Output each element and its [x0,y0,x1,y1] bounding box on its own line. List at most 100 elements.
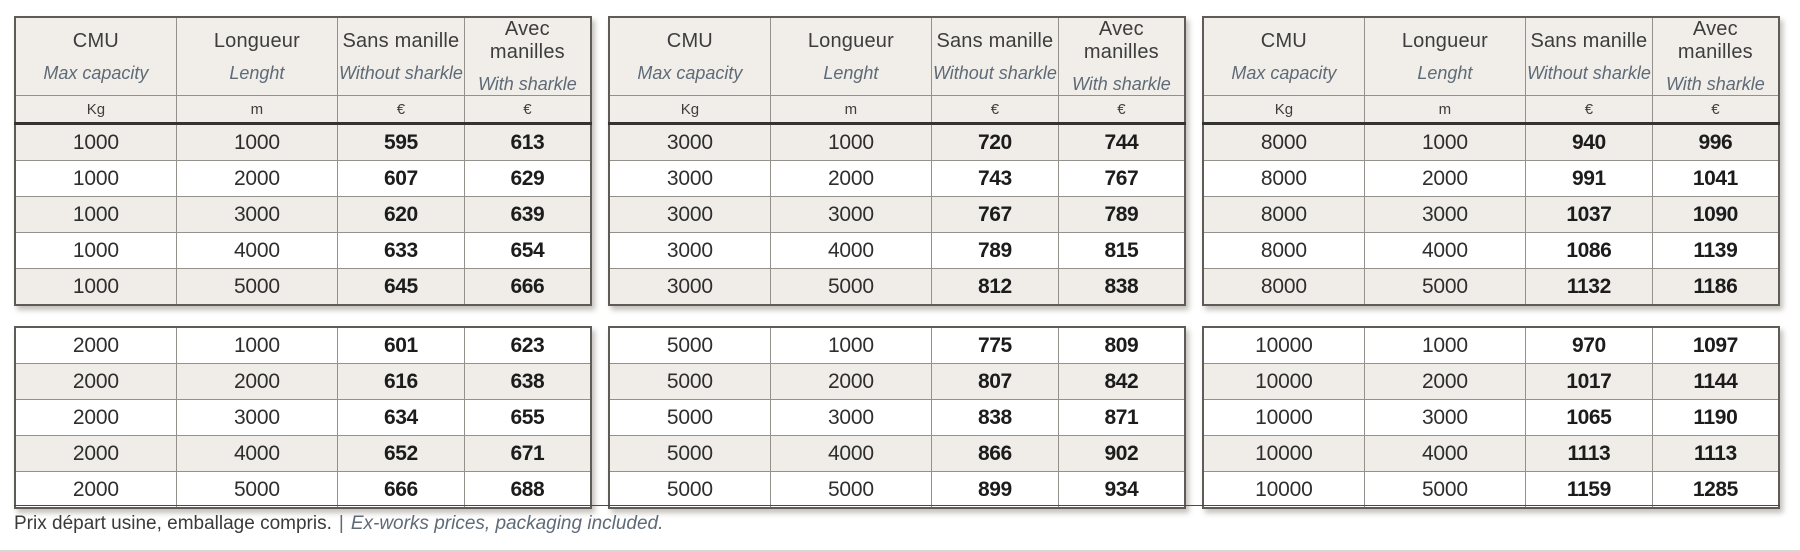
table-row: 10000 3000 1065 1190 [1202,399,1780,436]
cell-price-avec-manilles: 815 [1057,232,1186,269]
cell-price-avec-manilles: 744 [1057,123,1186,161]
column-header-avec-manilles: Avec manilles With sharkle [463,16,592,96]
cell-longueur: 3000 [769,399,933,436]
cell-cmu: 1000 [14,232,177,269]
cell-price-sans-manille: 633 [337,232,465,269]
table-row: 8000 4000 1086 1139 [1202,232,1780,269]
cell-price-sans-manille: 743 [931,160,1059,197]
cell-longueur: 3000 [769,196,933,233]
table-row: 10000 2000 1017 1144 [1202,363,1780,400]
cell-price-avec-manilles: 655 [463,399,592,436]
cell-longueur: 1000 [1363,123,1527,161]
cell-price-sans-manille: 1017 [1525,363,1653,400]
cell-price-sans-manille: 866 [931,435,1059,472]
price-tables-area: CMU Max capacity Longueur Lenght Sans manill… [14,16,1780,509]
column-header-avec-manilles: Avec manilles With sharkle [1651,16,1780,96]
table-row: 1000 5000 645 666 [14,268,592,306]
header-label-en: Lenght [229,62,285,83]
price-table-cmu-8000: CMU Max capacity Longueur Lenght Sans manill… [1202,16,1780,306]
cell-longueur: 5000 [1363,471,1527,509]
table-row: 5000 3000 838 871 [608,399,1186,436]
cell-price-sans-manille: 595 [337,123,465,161]
table-row: 3000 4000 789 815 [608,232,1186,269]
unit-sans-manille: € [1525,95,1653,125]
cell-longueur: 3000 [175,399,339,436]
cell-price-sans-manille: 616 [337,363,465,400]
cell-longueur: 2000 [769,363,933,400]
cell-longueur: 5000 [1363,268,1527,306]
price-table-cmu-10000: 10000 1000 970 1097 10000 2000 1017 1144 10000 30… [1202,326,1780,509]
cell-price-avec-manilles: 934 [1057,471,1186,509]
table-row: 2000 2000 616 638 [14,363,592,400]
header-label-fr: CMU [1260,29,1307,52]
header-label-en: With sharkle [1071,74,1171,94]
cell-longueur: 1000 [175,326,339,364]
cell-price-sans-manille: 899 [931,471,1059,509]
cell-cmu: 10000 [1202,399,1365,436]
unit-sans-manille: € [931,95,1059,125]
unit-avec-manilles: € [1651,95,1780,125]
header-label-en: Without sharkle [932,62,1057,83]
cell-price-avec-manilles: 688 [463,471,592,509]
cell-price-sans-manille: 775 [931,326,1059,364]
cell-longueur: 2000 [1363,363,1527,400]
cell-cmu: 10000 [1202,363,1365,400]
table-row: 2000 4000 652 671 [14,435,592,472]
header-label-fr: Sans manille [1530,29,1648,52]
cell-longueur: 3000 [175,196,339,233]
cell-price-sans-manille: 1086 [1525,232,1653,269]
cell-cmu: 10000 [1202,435,1365,472]
cell-price-sans-manille: 1065 [1525,399,1653,436]
cell-price-avec-manilles: 902 [1057,435,1186,472]
cell-longueur: 4000 [175,232,339,269]
table-row: 5000 5000 899 934 [608,471,1186,509]
cell-longueur: 2000 [769,160,933,197]
unit-sans-manille: € [337,95,465,125]
cell-price-avec-manilles: 1285 [1651,471,1780,509]
cell-price-sans-manille: 1132 [1525,268,1653,306]
cell-longueur: 2000 [175,363,339,400]
header-label-fr: Avec manilles [1083,18,1159,63]
cell-price-sans-manille: 607 [337,160,465,197]
column-header-cmu: CMU Max capacity [608,16,771,96]
header-label-fr: Longueur [1401,29,1488,52]
cell-price-sans-manille: 720 [931,123,1059,161]
footer-note-en: Ex-works prices, packaging included. [350,513,664,534]
column-header-avec-manilles: Avec manilles With sharkle [1057,16,1186,96]
header-label-en: Lenght [823,62,879,83]
column-header-sans-manille: Sans manille Without sharkle [1525,16,1653,96]
cell-cmu: 1000 [14,196,177,233]
cell-longueur: 4000 [1363,435,1527,472]
cell-cmu: 8000 [1202,268,1365,306]
cell-price-sans-manille: 601 [337,326,465,364]
cell-cmu: 8000 [1202,123,1365,161]
cell-longueur: 2000 [1363,160,1527,197]
table-row: 10000 4000 1113 1113 [1202,435,1780,472]
cell-longueur: 3000 [1363,399,1527,436]
table-row: 8000 5000 1132 1186 [1202,268,1780,306]
cell-price-avec-manilles: 838 [1057,268,1186,306]
column-header-longueur: Longueur Lenght [1363,16,1527,96]
cell-cmu: 5000 [608,326,771,364]
cell-longueur: 5000 [769,471,933,509]
table-row: 2000 5000 666 688 [14,471,592,509]
cell-cmu: 3000 [608,232,771,269]
cell-price-avec-manilles: 1186 [1651,268,1780,306]
cell-price-sans-manille: 789 [931,232,1059,269]
cell-price-avec-manilles: 1113 [1651,435,1780,472]
cell-price-sans-manille: 991 [1525,160,1653,197]
cell-price-avec-manilles: 1090 [1651,196,1780,233]
header-label-en: Max capacity [637,62,743,83]
unit-cmu: Kg [608,95,771,125]
cell-price-avec-manilles: 809 [1057,326,1186,364]
price-table-cmu-2000: 2000 1000 601 623 2000 2000 616 638 2000 3000 634 6… [14,326,592,509]
table-group-1: CMU Max capacity Longueur Lenght Sans manill… [14,16,592,509]
cell-price-avec-manilles: 666 [463,268,592,306]
cell-longueur: 1000 [769,326,933,364]
header-label-fr: CMU [72,29,119,52]
cell-price-sans-manille: 1159 [1525,471,1653,509]
cell-price-sans-manille: 970 [1525,326,1653,364]
column-header-sans-manille: Sans manille Without sharkle [337,16,465,96]
column-header-longueur: Longueur Lenght [175,16,339,96]
table-row: 1000 4000 633 654 [14,232,592,269]
